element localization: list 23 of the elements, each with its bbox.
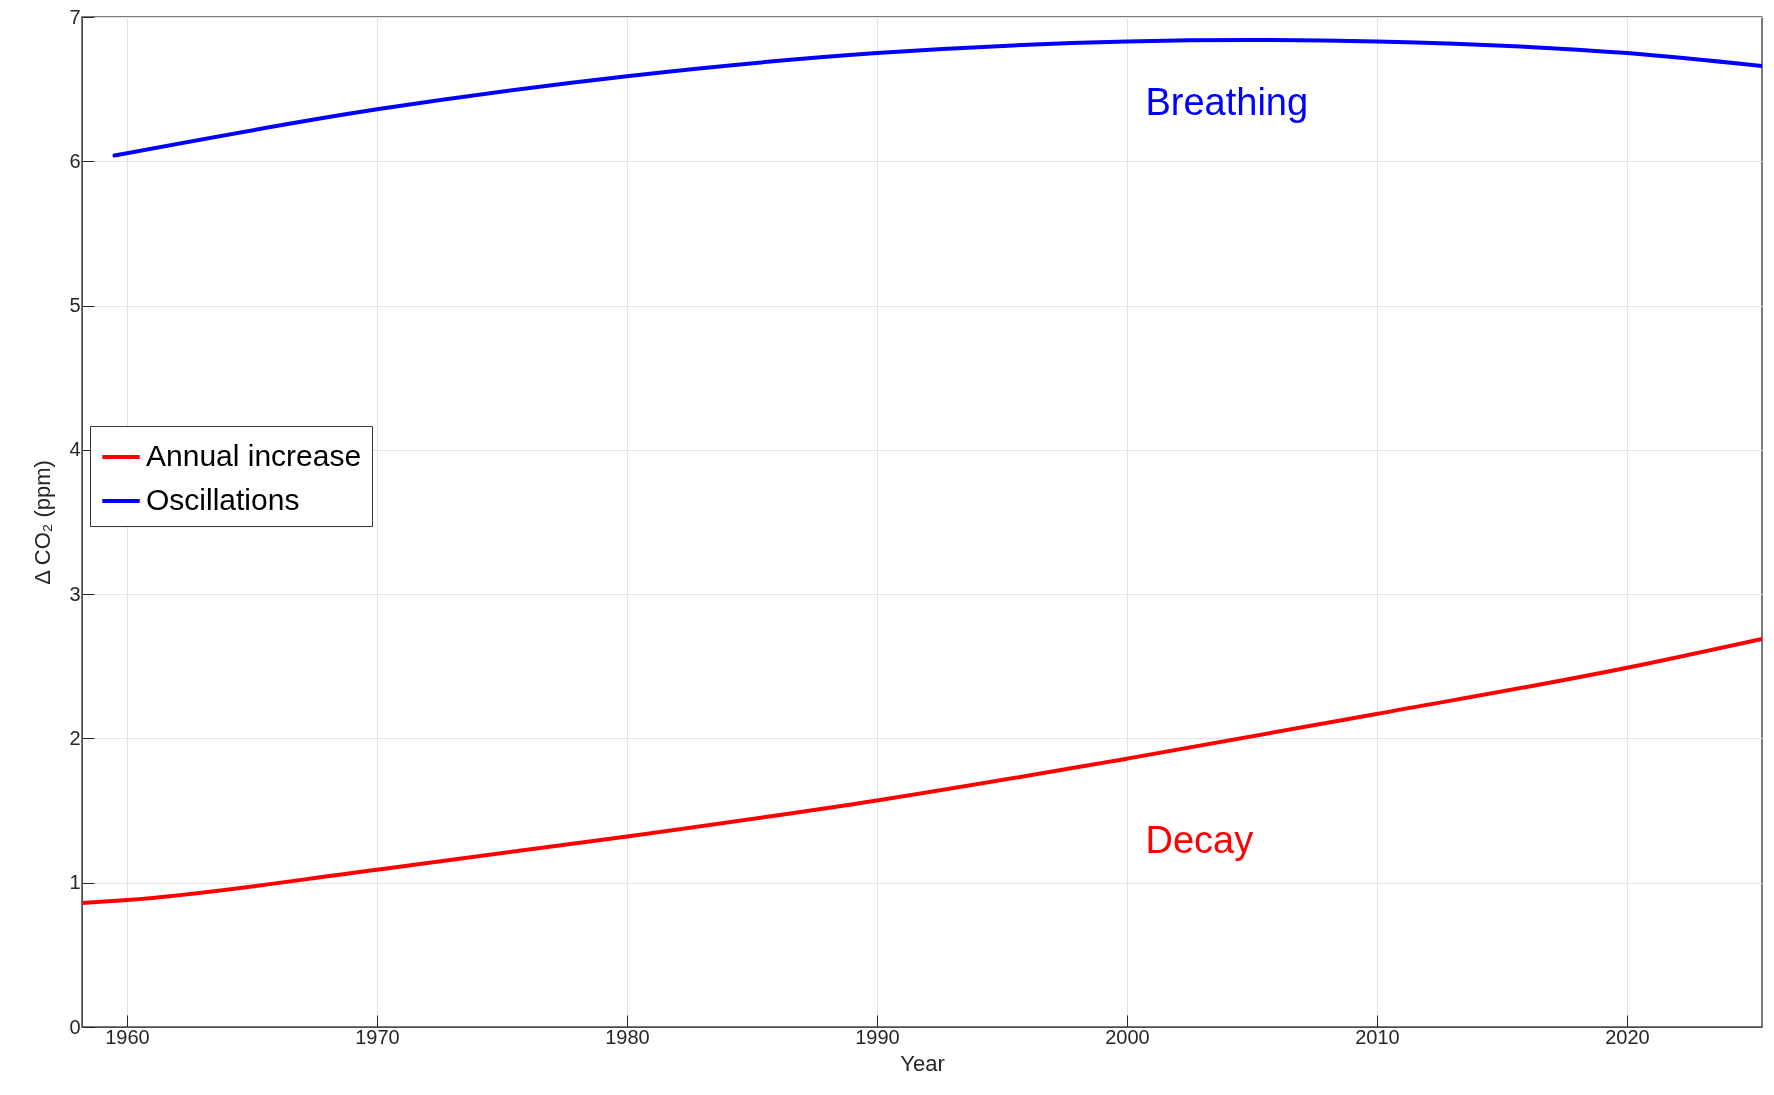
x-tick-label: 1960 [105, 1025, 150, 1048]
line-series [112, 38, 1762, 158]
y-tick-label: 6 [69, 149, 81, 172]
y-axis-title: Δ CO₂ (ppm) [30, 460, 56, 585]
x-tick-label: 1980 [605, 1025, 650, 1048]
y-tick-label: 7 [69, 5, 81, 28]
y-tick-label: 1 [69, 871, 81, 894]
y-tick-label: 4 [69, 438, 81, 461]
annotation: Decay [1145, 819, 1254, 862]
annotation: Breathing [1145, 80, 1309, 123]
y-tick-label: 5 [69, 294, 81, 317]
y-tick-label: 3 [69, 582, 81, 605]
x-tick-label: 1990 [855, 1025, 900, 1048]
x-tick-label: 2000 [1105, 1025, 1150, 1048]
x-tick-label: 2010 [1355, 1025, 1400, 1048]
x-tick-label: 1970 [355, 1025, 400, 1048]
legend-label: Annual increase [146, 439, 362, 473]
y-tick-label: 0 [69, 1015, 81, 1038]
x-axis-title: Year [900, 1050, 945, 1076]
x-tick-label: 2020 [1605, 1025, 1650, 1048]
line-series [82, 636, 1762, 905]
y-tick-label: 2 [69, 726, 81, 749]
legend-label: Oscillations [146, 483, 300, 517]
